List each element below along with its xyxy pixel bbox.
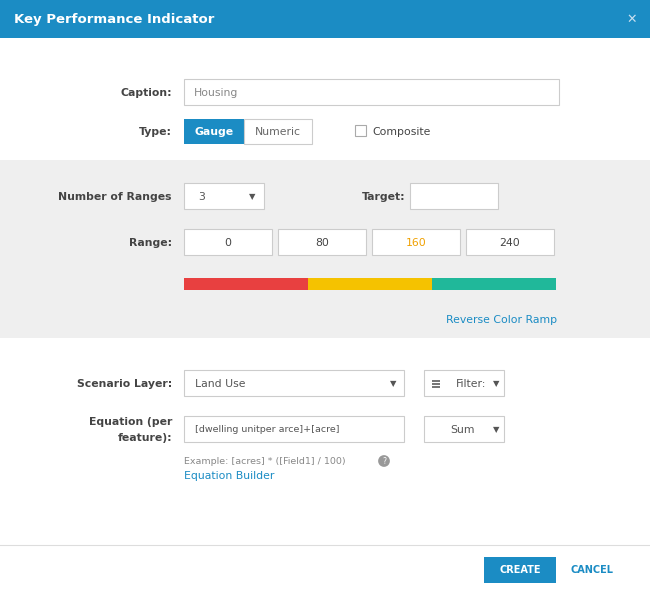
Bar: [355, 125, 366, 136]
Text: Scenario Layer:: Scenario Layer:: [77, 379, 172, 389]
Text: Reverse Color Ramp: Reverse Color Ramp: [446, 315, 557, 325]
Text: ▼: ▼: [493, 425, 499, 435]
Text: Equation (per: Equation (per: [88, 417, 172, 427]
Text: 240: 240: [500, 238, 521, 248]
Text: 0: 0: [224, 238, 231, 248]
Bar: [308, 278, 432, 290]
Bar: [184, 416, 404, 442]
Bar: [410, 183, 498, 209]
Bar: [432, 386, 440, 388]
Bar: [432, 278, 556, 290]
Bar: [432, 380, 440, 382]
Text: 80: 80: [315, 238, 329, 248]
Bar: [184, 370, 404, 396]
Text: Land Use: Land Use: [195, 379, 246, 389]
Bar: [184, 79, 559, 105]
Text: Example: [acres] * ([Field1] / 100): Example: [acres] * ([Field1] / 100): [184, 457, 346, 466]
Text: 160: 160: [406, 238, 426, 248]
Bar: [432, 383, 440, 385]
Text: Key Performance Indicator: Key Performance Indicator: [14, 12, 214, 26]
Text: ✕: ✕: [627, 12, 637, 26]
Text: [dwelling unitper arce]+[acre]: [dwelling unitper arce]+[acre]: [195, 425, 339, 435]
Bar: [0, 160, 650, 338]
Text: Number of Ranges: Number of Ranges: [58, 192, 172, 202]
Text: Target:: Target:: [361, 192, 405, 202]
Bar: [184, 278, 308, 290]
Text: feature):: feature):: [118, 433, 172, 443]
Text: ▼: ▼: [249, 193, 255, 201]
Text: Gauge: Gauge: [194, 127, 233, 137]
Text: Caption:: Caption:: [120, 88, 172, 98]
Bar: [278, 229, 366, 255]
Text: Type:: Type:: [139, 127, 172, 137]
Bar: [424, 416, 504, 442]
Bar: [184, 183, 264, 209]
Text: Range:: Range:: [129, 238, 172, 248]
Bar: [0, 0, 650, 38]
Text: ▼: ▼: [390, 379, 396, 389]
Bar: [372, 229, 460, 255]
Text: Filter:: Filter:: [456, 379, 486, 389]
Bar: [466, 229, 554, 255]
Text: Numeric: Numeric: [255, 127, 301, 137]
Bar: [244, 119, 312, 144]
Text: CANCEL: CANCEL: [571, 565, 614, 575]
Bar: [484, 557, 556, 583]
Text: Housing: Housing: [194, 88, 239, 98]
Text: 3: 3: [198, 192, 205, 202]
Text: ?: ?: [382, 457, 386, 466]
Bar: [184, 119, 244, 144]
Bar: [184, 229, 272, 255]
Bar: [424, 370, 504, 396]
Text: ▼: ▼: [493, 379, 499, 389]
Text: Composite: Composite: [372, 127, 430, 137]
Text: Equation Builder: Equation Builder: [184, 471, 274, 481]
Text: CREATE: CREATE: [499, 565, 541, 575]
Text: Sum: Sum: [450, 425, 474, 435]
